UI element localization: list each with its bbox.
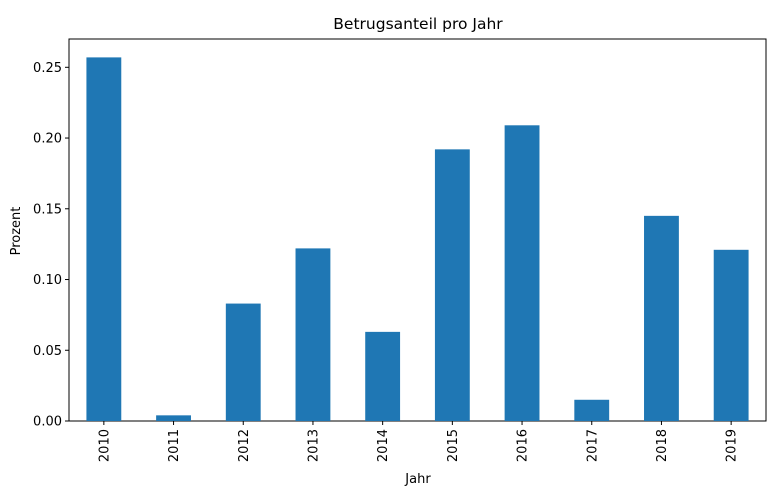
bar-2016 [504, 125, 540, 421]
y-tick-label: 0.00 [33, 415, 62, 430]
x-axis-label: Jahr [404, 472, 431, 487]
bar-2013 [295, 248, 331, 421]
y-tick-label: 0.15 [33, 202, 62, 217]
x-tick-label: 2010 [97, 429, 112, 462]
x-axis: 2010 2011 2012 2013 2014 2015 2016 2017 2018 2019 [97, 421, 740, 462]
x-tick-label: 2017 [585, 429, 600, 462]
y-tick-label: 0.25 [33, 61, 62, 76]
x-tick-label: 2013 [306, 429, 321, 462]
plot-frame [68, 38, 767, 422]
x-tick-label: 2019 [725, 429, 740, 462]
bar-2011 [156, 415, 191, 421]
bar-2017 [574, 399, 610, 421]
x-tick-label: 2012 [237, 429, 252, 462]
y-axis-label: Prozent [9, 207, 24, 256]
bar-2018 [644, 215, 679, 421]
bar-2014 [365, 331, 401, 421]
x-tick-label: 2015 [446, 429, 461, 462]
plot-area [68, 38, 767, 422]
y-tick-label: 0.10 [33, 273, 62, 288]
x-tick-label: 2014 [376, 429, 391, 462]
x-tick-label: 2011 [167, 429, 182, 462]
y-tick-label: 0.20 [33, 132, 62, 147]
bar-2012 [225, 303, 261, 421]
x-tick-label: 2016 [516, 429, 531, 462]
y-tick-label: 0.05 [33, 344, 62, 359]
y-axis: 0.00 0.05 0.10 0.15 0.20 0.25 [33, 61, 69, 430]
bar-2019 [713, 249, 749, 421]
bar-series [86, 57, 749, 422]
chart-title: Betrugsanteil pro Jahr [333, 15, 503, 33]
bar-2015 [434, 149, 470, 421]
x-tick-label: 2018 [655, 429, 670, 462]
bar-2010 [86, 57, 122, 422]
